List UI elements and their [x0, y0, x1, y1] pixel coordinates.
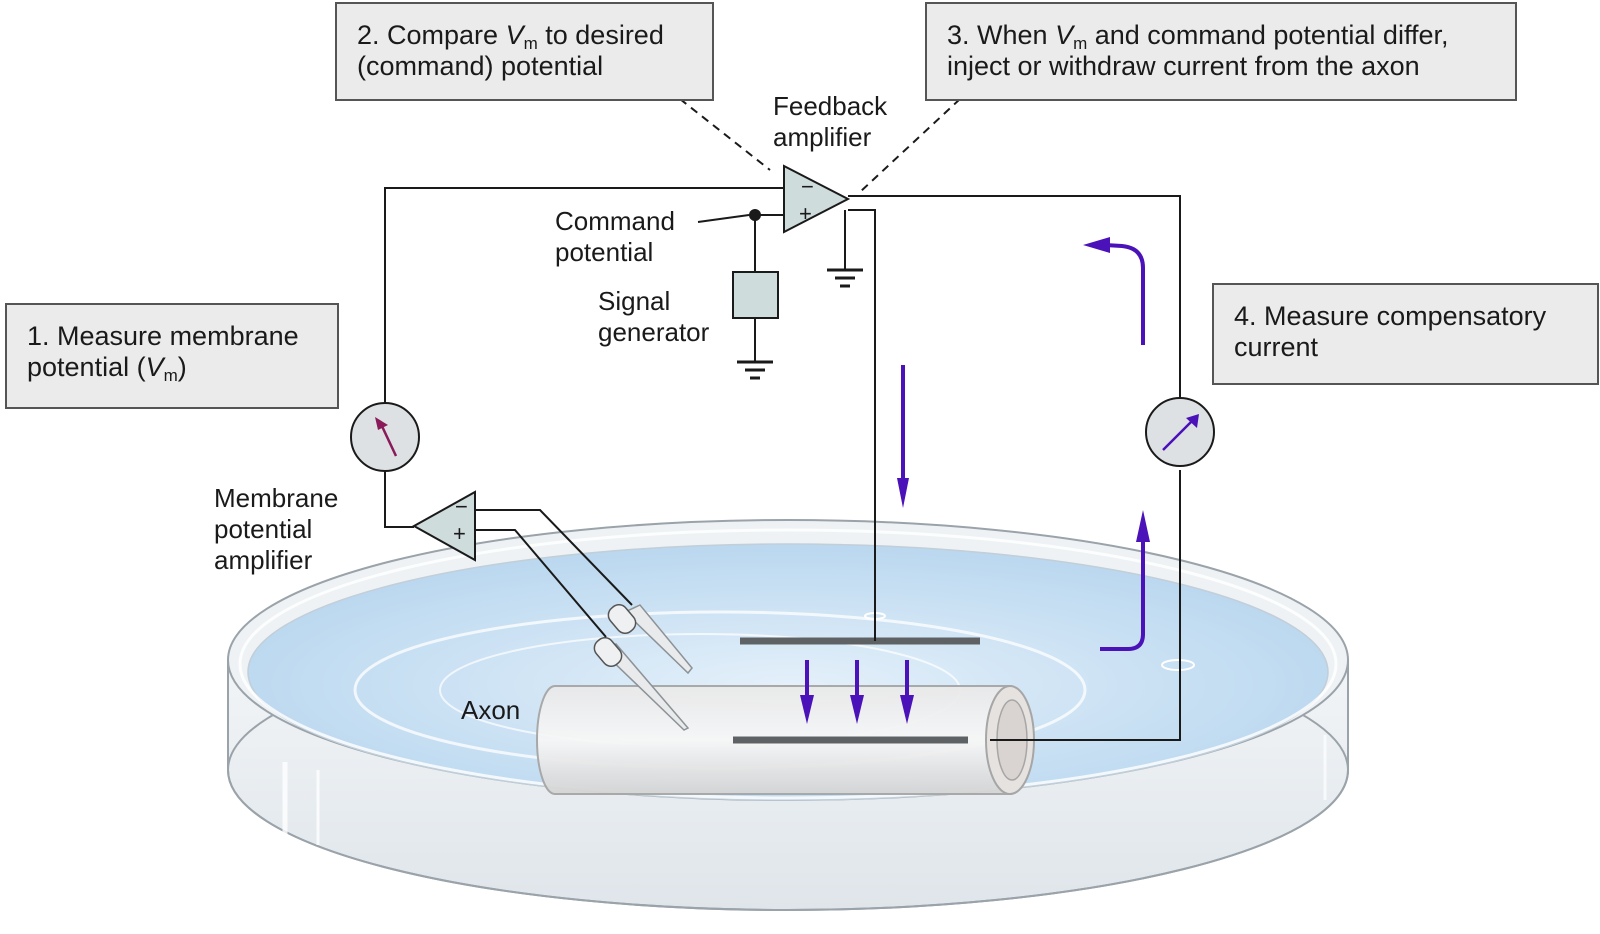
ammeter — [1145, 397, 1215, 467]
command-junction-dot — [749, 209, 761, 221]
command-potential-label: Command potential — [555, 206, 675, 267]
current-arrow-up-bath — [1100, 540, 1145, 651]
feedback-amplifier: − + — [783, 164, 851, 234]
membrane-potential-amplifier-label: Membrane potential amplifier — [214, 483, 339, 575]
step1-sub: m — [163, 366, 178, 385]
step4-line1: 4. Measure compensatory — [1234, 301, 1547, 331]
step1-line2-post: ) — [177, 352, 187, 382]
petri-dish — [227, 519, 1349, 911]
step2-sub: m — [523, 34, 538, 53]
step1-line2-pre: potential ( — [27, 352, 146, 382]
signal-generator-box — [732, 271, 779, 319]
membrane-amp-plus-sign: + — [453, 521, 466, 546]
ground-symbol-feedback — [827, 268, 863, 288]
step2-line1-post: to desired — [537, 20, 664, 50]
step3-sub: m — [1073, 34, 1088, 53]
feedback-amp-minus-sign: − — [801, 174, 814, 199]
step1-box: 1. Measure membrane potential (Vm) — [5, 303, 339, 409]
step2-box: 2. Compare Vm to desired (command) poten… — [335, 2, 714, 101]
step3-line2: inject or withdraw current from the axon — [947, 51, 1420, 81]
step3-line1-post: and command potential differ, — [1087, 20, 1449, 50]
step2-var: V — [505, 20, 524, 50]
step1-var: V — [145, 352, 164, 382]
step3-line1-pre: 3. When — [947, 20, 1056, 50]
step4-line2: current — [1234, 332, 1319, 362]
callout-line-step2 — [679, 98, 771, 171]
signal-generator-label: Signal generator — [598, 286, 710, 347]
step2-line1-pre: 2. Compare — [357, 20, 506, 50]
step3-box: 3. When Vm and command potential differ,… — [925, 2, 1517, 101]
voltmeter-needle-tip — [375, 417, 388, 430]
callout-line-step3 — [859, 98, 961, 193]
step4-box: 4. Measure compensatory current — [1212, 283, 1599, 385]
step2-line2: (command) potential — [357, 51, 604, 81]
step3-var: V — [1055, 20, 1074, 50]
microelectrodes — [593, 604, 693, 731]
membrane-amp-minus-sign: − — [455, 494, 468, 519]
bath-solution — [247, 543, 1329, 801]
current-arrow-up-wire — [1104, 243, 1145, 345]
axon-label: Axon — [461, 695, 521, 725]
voltmeter — [350, 402, 420, 472]
ground-symbol-signal — [737, 360, 773, 380]
feedback-amplifier-label: Feedback amplifier — [773, 91, 888, 152]
current-flow-arrows — [800, 237, 1150, 724]
ammeter-needle-tip — [1186, 414, 1199, 428]
step1-line1: 1. Measure membrane — [27, 321, 299, 351]
voltmeter-needle — [379, 423, 398, 457]
membrane-potential-amplifier: − + — [411, 490, 476, 562]
ammeter-needle — [1162, 419, 1194, 451]
circuit-wires — [384, 187, 1181, 741]
feedback-amp-plus-sign: + — [799, 201, 812, 226]
